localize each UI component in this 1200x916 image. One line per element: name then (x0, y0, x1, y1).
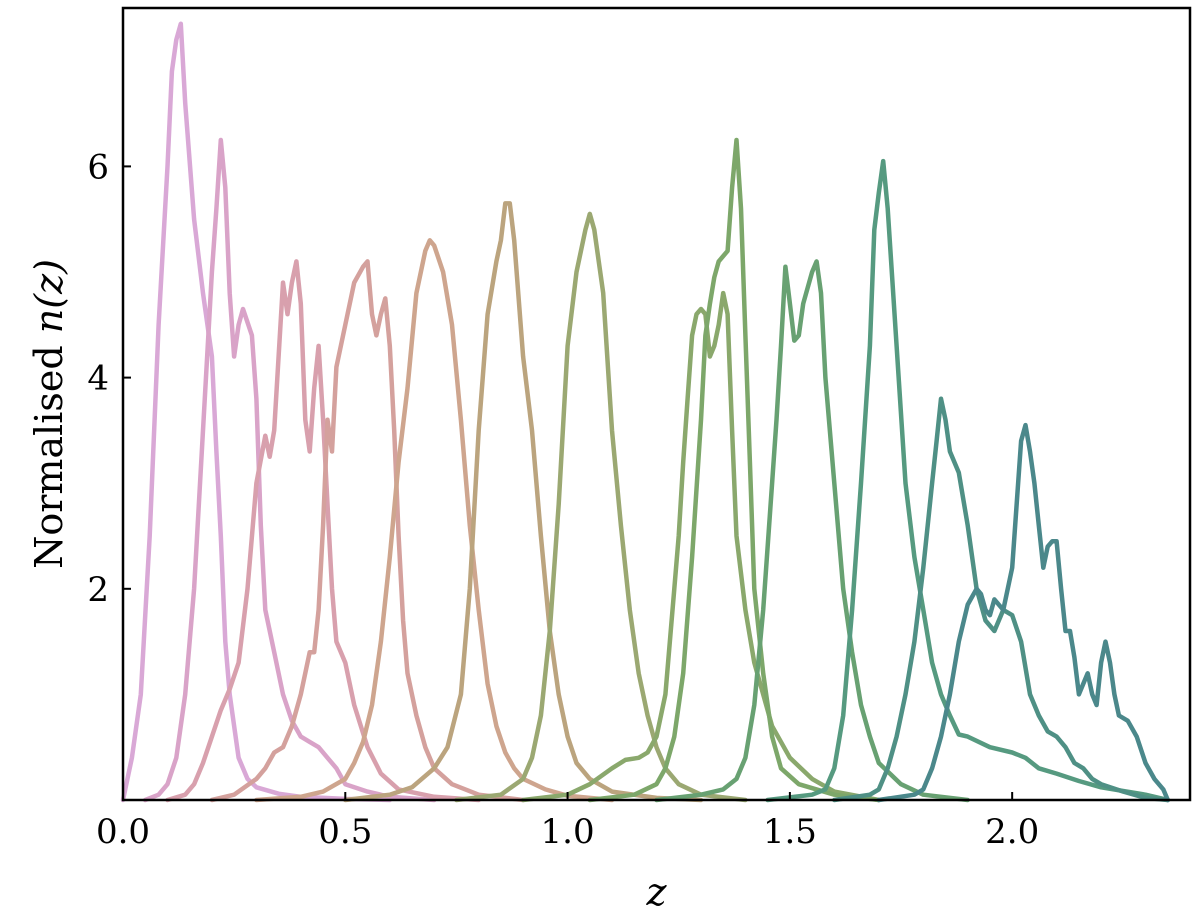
x-tick-label: 2.0 (985, 812, 1039, 852)
x-tick-label: 0.5 (318, 812, 372, 852)
series-line-8 (520, 290, 882, 803)
series-line-5 (254, 238, 615, 803)
series-line-3 (165, 259, 481, 803)
series-line-4 (209, 259, 526, 803)
plot-frame (121, 6, 1192, 802)
series-line-2 (142, 137, 437, 803)
series-line-6 (343, 201, 704, 803)
y-axis-label-prefix: Normalised (27, 333, 71, 569)
series-line-11 (765, 158, 1171, 803)
ticks-layer: 0.0 0.5 1.0 1.5 2.0 2 4 6 (87, 147, 1039, 852)
y-axis-label: Normalised n(z) (27, 259, 71, 569)
y-tick-label: 2 (87, 570, 109, 610)
series-line-13 (876, 422, 1171, 803)
series-line-9 (587, 137, 882, 803)
y-tick-label: 6 (87, 147, 109, 187)
series-layer (120, 21, 1171, 803)
series-line-7 (454, 211, 748, 803)
x-axis-label: z (645, 870, 667, 914)
series-line-10 (654, 259, 970, 803)
x-tick-label: 1.0 (541, 812, 595, 852)
y-tick-label: 4 (87, 359, 109, 399)
y-axis-label-math: n(z) (27, 259, 71, 333)
x-tick-label: 1.5 (763, 812, 817, 852)
series-line-12 (832, 396, 1171, 803)
x-tick-label: 0.0 (96, 812, 150, 852)
